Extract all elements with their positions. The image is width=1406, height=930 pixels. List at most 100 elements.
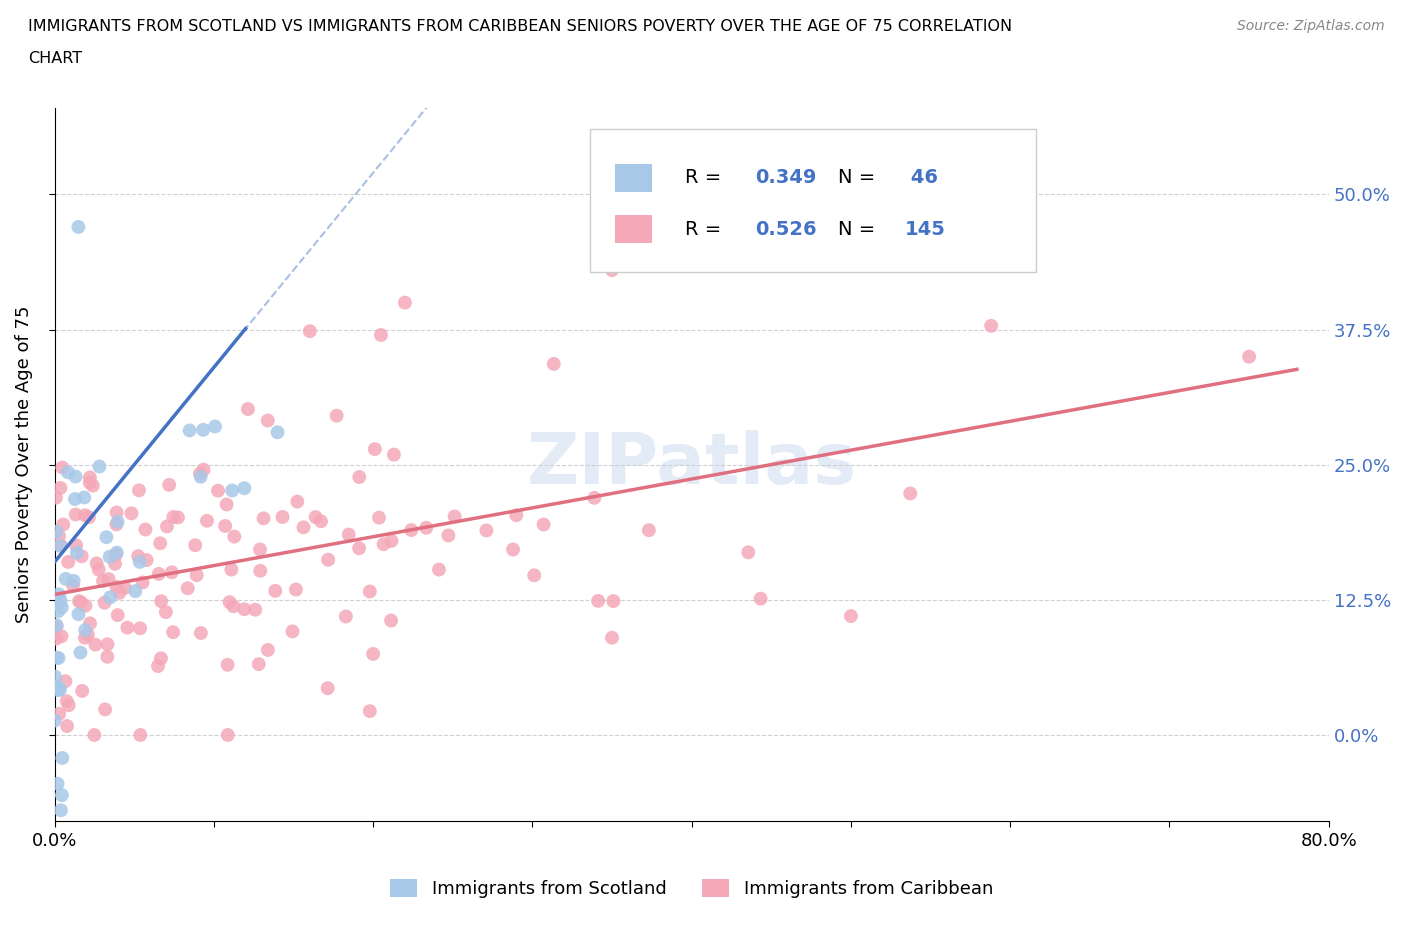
- Legend: Immigrants from Scotland, Immigrants from Caribbean: Immigrants from Scotland, Immigrants fro…: [382, 871, 1001, 905]
- Text: 46: 46: [904, 168, 938, 187]
- Text: N =: N =: [838, 219, 882, 238]
- Point: [149, 536, 172, 551]
- Point: [73, 490, 96, 505]
- Point: [600, 631, 623, 645]
- Point: [380, 534, 402, 549]
- FancyBboxPatch shape: [616, 164, 651, 192]
- Point: [217, 727, 239, 742]
- Point: [737, 545, 759, 560]
- Point: [49, 538, 72, 553]
- Point: [475, 523, 498, 538]
- Point: [155, 604, 177, 619]
- Point: [309, 513, 332, 528]
- Point: [215, 497, 238, 512]
- Point: [368, 511, 391, 525]
- Point: [177, 581, 200, 596]
- Point: [150, 593, 173, 608]
- Point: [638, 523, 661, 538]
- Point: [49, 538, 72, 553]
- Point: [190, 626, 212, 641]
- Point: [51, 600, 73, 615]
- Point: [186, 567, 208, 582]
- Point: [82, 478, 104, 493]
- Point: [49, 481, 72, 496]
- Point: [437, 528, 460, 543]
- Point: [247, 657, 270, 671]
- Point: [214, 519, 236, 534]
- Point: [65, 469, 87, 484]
- Point: [304, 510, 326, 525]
- Text: 0.526: 0.526: [755, 219, 817, 238]
- Point: [337, 527, 360, 542]
- Point: [298, 324, 321, 339]
- Point: [117, 620, 139, 635]
- Point: [45, 525, 67, 539]
- Point: [359, 584, 381, 599]
- Point: [128, 554, 150, 569]
- Point: [401, 523, 423, 538]
- Point: [533, 517, 555, 532]
- Point: [382, 447, 405, 462]
- Point: [75, 598, 97, 613]
- Point: [63, 492, 86, 507]
- Point: [107, 607, 129, 622]
- Point: [249, 542, 271, 557]
- Point: [316, 552, 339, 567]
- Point: [75, 623, 97, 638]
- Text: R =: R =: [685, 219, 728, 238]
- Point: [105, 517, 128, 532]
- Y-axis label: Seniors Poverty Over the Age of 75: Seniors Poverty Over the Age of 75: [15, 306, 32, 623]
- Point: [65, 507, 87, 522]
- Point: [160, 565, 183, 579]
- Point: [190, 470, 212, 485]
- Point: [48, 528, 70, 543]
- Point: [84, 637, 107, 652]
- Point: [44, 670, 66, 684]
- Point: [51, 788, 73, 803]
- Point: [359, 704, 381, 719]
- Point: [79, 470, 101, 485]
- Point: [249, 564, 271, 578]
- Point: [69, 595, 91, 610]
- Point: [66, 545, 89, 560]
- Point: [167, 510, 190, 525]
- Point: [373, 537, 395, 551]
- Point: [195, 513, 218, 528]
- Point: [48, 651, 70, 666]
- Point: [105, 505, 128, 520]
- Point: [156, 519, 179, 534]
- Text: Source: ZipAtlas.com: Source: ZipAtlas.com: [1237, 19, 1385, 33]
- Point: [188, 466, 211, 481]
- Point: [45, 490, 67, 505]
- Point: [94, 702, 117, 717]
- Text: R =: R =: [685, 168, 728, 187]
- Text: CHART: CHART: [28, 51, 82, 66]
- Point: [245, 603, 267, 618]
- Point: [87, 562, 110, 577]
- Point: [349, 470, 371, 485]
- Point: [128, 483, 150, 498]
- Point: [96, 637, 118, 652]
- Point: [361, 646, 384, 661]
- Point: [56, 719, 79, 734]
- Point: [146, 658, 169, 673]
- Point: [285, 582, 308, 597]
- Point: [252, 511, 274, 525]
- Point: [96, 649, 118, 664]
- Point: [73, 631, 96, 645]
- Point: [105, 545, 128, 560]
- Point: [52, 517, 75, 532]
- Point: [256, 413, 278, 428]
- Point: [427, 562, 450, 577]
- Point: [49, 682, 72, 697]
- Text: 0.349: 0.349: [755, 168, 817, 187]
- Text: IMMIGRANTS FROM SCOTLAND VS IMMIGRANTS FROM CARIBBEAN SENIORS POVERTY OVER THE A: IMMIGRANTS FROM SCOTLAND VS IMMIGRANTS F…: [28, 19, 1012, 33]
- Point: [316, 681, 339, 696]
- Point: [602, 593, 624, 608]
- Point: [129, 621, 152, 636]
- Point: [58, 698, 80, 712]
- Point: [292, 520, 315, 535]
- Point: [70, 684, 93, 698]
- Point: [46, 777, 69, 791]
- Point: [222, 599, 245, 614]
